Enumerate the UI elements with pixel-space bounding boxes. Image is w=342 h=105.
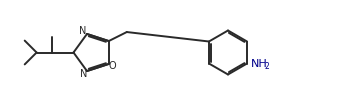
Text: N: N	[80, 69, 87, 79]
Text: NH: NH	[251, 58, 268, 68]
Text: N: N	[79, 26, 87, 36]
Text: 2: 2	[264, 62, 269, 71]
Text: O: O	[109, 61, 117, 71]
